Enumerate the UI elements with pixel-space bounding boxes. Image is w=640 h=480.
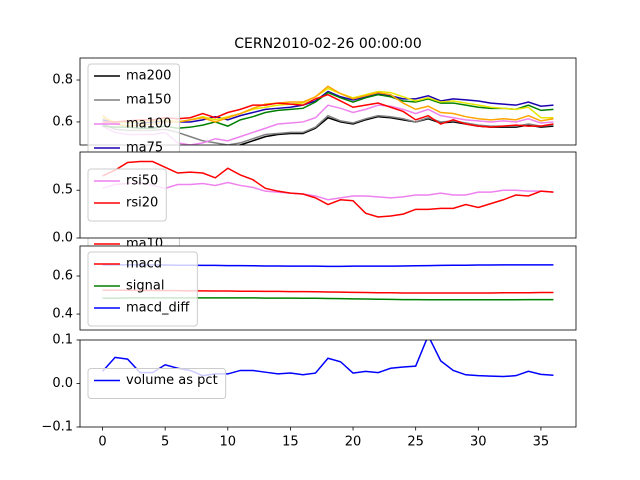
axes-frame — [79, 245, 577, 331]
x-tick-label: 25 — [407, 435, 424, 450]
legend-label: rsi20 — [126, 196, 158, 211]
legend-label: rsi50 — [126, 174, 158, 189]
x-tick-label: 20 — [345, 435, 362, 450]
x-tick-label: 0 — [98, 435, 106, 450]
y-tick-label: 0.4 — [52, 307, 73, 322]
legend-label: volume as pct — [126, 373, 218, 388]
legend-label: signal — [126, 279, 164, 294]
axes-frame — [79, 57, 577, 146]
x-tick-label: 5 — [161, 435, 169, 450]
legend: rsi50 rsi20 — [87, 168, 167, 222]
y-tick-label: −0.1 — [41, 420, 73, 435]
series-line — [102, 181, 554, 201]
x-tick-label: 35 — [533, 435, 550, 450]
legend-box — [87, 168, 167, 222]
legend-label: macd_diff — [126, 301, 190, 316]
x-tick-label: 15 — [282, 435, 299, 450]
y-tick-label: 0.1 — [52, 333, 73, 348]
legend-label: macd — [126, 257, 162, 272]
x-tick-label: 30 — [470, 435, 487, 450]
legend-box — [87, 368, 227, 399]
legend-label: ma150 — [126, 93, 171, 108]
y-tick-label: 0.0 — [52, 376, 73, 391]
legend-label: ma200 — [126, 69, 171, 84]
legend: macd signal macd_diff — [87, 251, 198, 327]
y-tick-label: 0.6 — [52, 269, 73, 284]
y-tick-label: 0.5 — [52, 183, 73, 198]
y-tick-label: 0.8 — [52, 73, 73, 88]
chart-title: CERN2010-02-26 00:00:00 — [234, 36, 422, 52]
legend: volume as pct — [87, 368, 227, 399]
x-tick-label: 10 — [220, 435, 237, 450]
series-line — [102, 160, 554, 218]
legend-label: ma100 — [126, 117, 171, 132]
y-tick-label: 0.6 — [52, 114, 73, 129]
axes-frame — [79, 151, 577, 239]
y-tick-label: 0.0 — [52, 231, 73, 246]
